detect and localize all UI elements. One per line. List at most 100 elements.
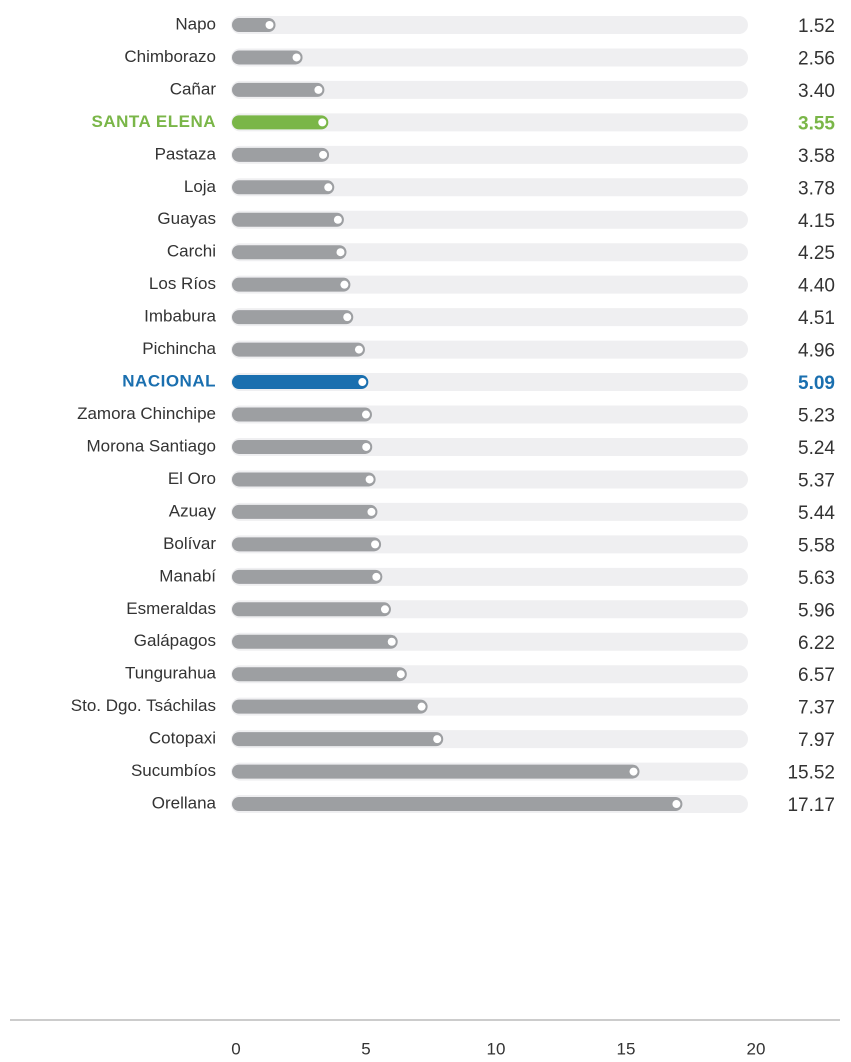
bar: [232, 537, 382, 552]
value-label: 5.96: [798, 600, 835, 621]
track: [231, 113, 748, 132]
track: [231, 243, 748, 262]
category-label: Zamora Chinchipe: [77, 404, 216, 423]
category-label: Orellana: [152, 794, 217, 813]
value-label: 6.57: [798, 665, 835, 686]
value-label: 2.56: [798, 48, 835, 69]
value-label: 4.40: [798, 276, 835, 297]
value-label: 5.44: [798, 503, 835, 524]
category-label: Imbabura: [144, 307, 216, 326]
bar: [232, 82, 325, 97]
category-label: Carchi: [167, 242, 216, 261]
x-tick-label: 0: [231, 1039, 240, 1058]
bar: [232, 634, 398, 649]
bar: [232, 504, 378, 519]
track: [231, 275, 748, 294]
bar-dot: [361, 410, 370, 419]
track: [231, 80, 748, 99]
value-label: 5.09: [798, 373, 835, 394]
bar: [232, 212, 344, 227]
bar-dot: [340, 280, 349, 289]
bar-dot: [319, 150, 328, 159]
bar-dot: [343, 313, 352, 322]
bar-dot: [380, 605, 389, 614]
x-tick-label: 10: [487, 1039, 506, 1058]
track: [231, 178, 748, 197]
bar-dot: [417, 702, 426, 711]
bar: [232, 310, 354, 325]
value-label: 5.63: [798, 568, 835, 589]
category-label: Bolívar: [163, 534, 216, 553]
track: [231, 16, 748, 34]
bar-dot: [365, 475, 374, 484]
value-label: 3.78: [798, 178, 835, 199]
category-label: Cotopaxi: [149, 729, 216, 748]
bar: [232, 245, 347, 260]
category-label: Esmeraldas: [126, 599, 216, 618]
bar-dot: [371, 540, 380, 549]
bar-dot: [372, 572, 381, 581]
category-label: SANTA ELENA: [92, 112, 217, 131]
bar-dot: [314, 85, 323, 94]
bar: [232, 147, 330, 162]
category-label: Pichincha: [142, 339, 216, 358]
bar-dot: [354, 345, 363, 354]
bar: [232, 342, 365, 357]
bar-dot: [324, 183, 333, 192]
category-label: Sucumbíos: [131, 761, 216, 780]
bar: [232, 18, 276, 32]
bar: [232, 407, 372, 422]
bar: [232, 569, 383, 584]
track: [231, 145, 748, 164]
bar-dot: [362, 442, 371, 451]
bar: [232, 602, 391, 617]
bar-dot: [318, 118, 327, 127]
bar-dot: [387, 637, 396, 646]
category-label: Los Ríos: [149, 274, 216, 293]
value-label: 7.97: [798, 730, 835, 751]
bar-dot: [433, 735, 442, 744]
value-label: 1.52: [798, 16, 835, 37]
bar: [232, 764, 640, 779]
x-tick-label: 5: [361, 1039, 370, 1058]
category-label: Azuay: [169, 501, 217, 520]
bar-dot: [336, 248, 345, 257]
value-label: 4.25: [798, 243, 835, 264]
value-label: 4.51: [798, 308, 835, 329]
value-label: 4.15: [798, 211, 835, 232]
value-label: 5.58: [798, 535, 835, 556]
value-label: 5.37: [798, 470, 835, 491]
category-label: Napo: [175, 14, 216, 33]
bar-dot: [265, 21, 274, 29]
value-label: 3.58: [798, 146, 835, 167]
category-label: Morona Santiago: [87, 436, 216, 455]
bar-dot: [672, 800, 681, 809]
bar: [232, 472, 376, 487]
category-label: Chimborazo: [124, 47, 216, 66]
category-label: NACIONAL: [122, 372, 216, 391]
bar: [232, 115, 329, 130]
value-label: 3.40: [798, 81, 835, 102]
bar: [232, 699, 428, 714]
bar-dot: [358, 378, 367, 387]
category-label: Tungurahua: [125, 664, 217, 683]
value-label: 17.17: [787, 795, 835, 816]
category-label: Sto. Dgo. Tsáchilas: [71, 696, 216, 715]
bar-dot: [396, 670, 405, 679]
bar: [232, 439, 373, 454]
value-label: 7.37: [798, 698, 835, 719]
bar: [232, 180, 335, 195]
category-label: El Oro: [168, 469, 216, 488]
category-label: Guayas: [157, 209, 216, 228]
value-label: 5.24: [798, 438, 835, 459]
value-label: 15.52: [787, 763, 835, 784]
track: [231, 210, 748, 229]
category-label: Cañar: [170, 79, 217, 98]
category-label: Manabí: [159, 566, 216, 585]
bar-dot: [333, 215, 342, 224]
bar-dot: [367, 507, 376, 516]
category-label: Pastaza: [155, 144, 217, 163]
track: [231, 308, 748, 327]
x-tick-label: 20: [747, 1039, 766, 1058]
